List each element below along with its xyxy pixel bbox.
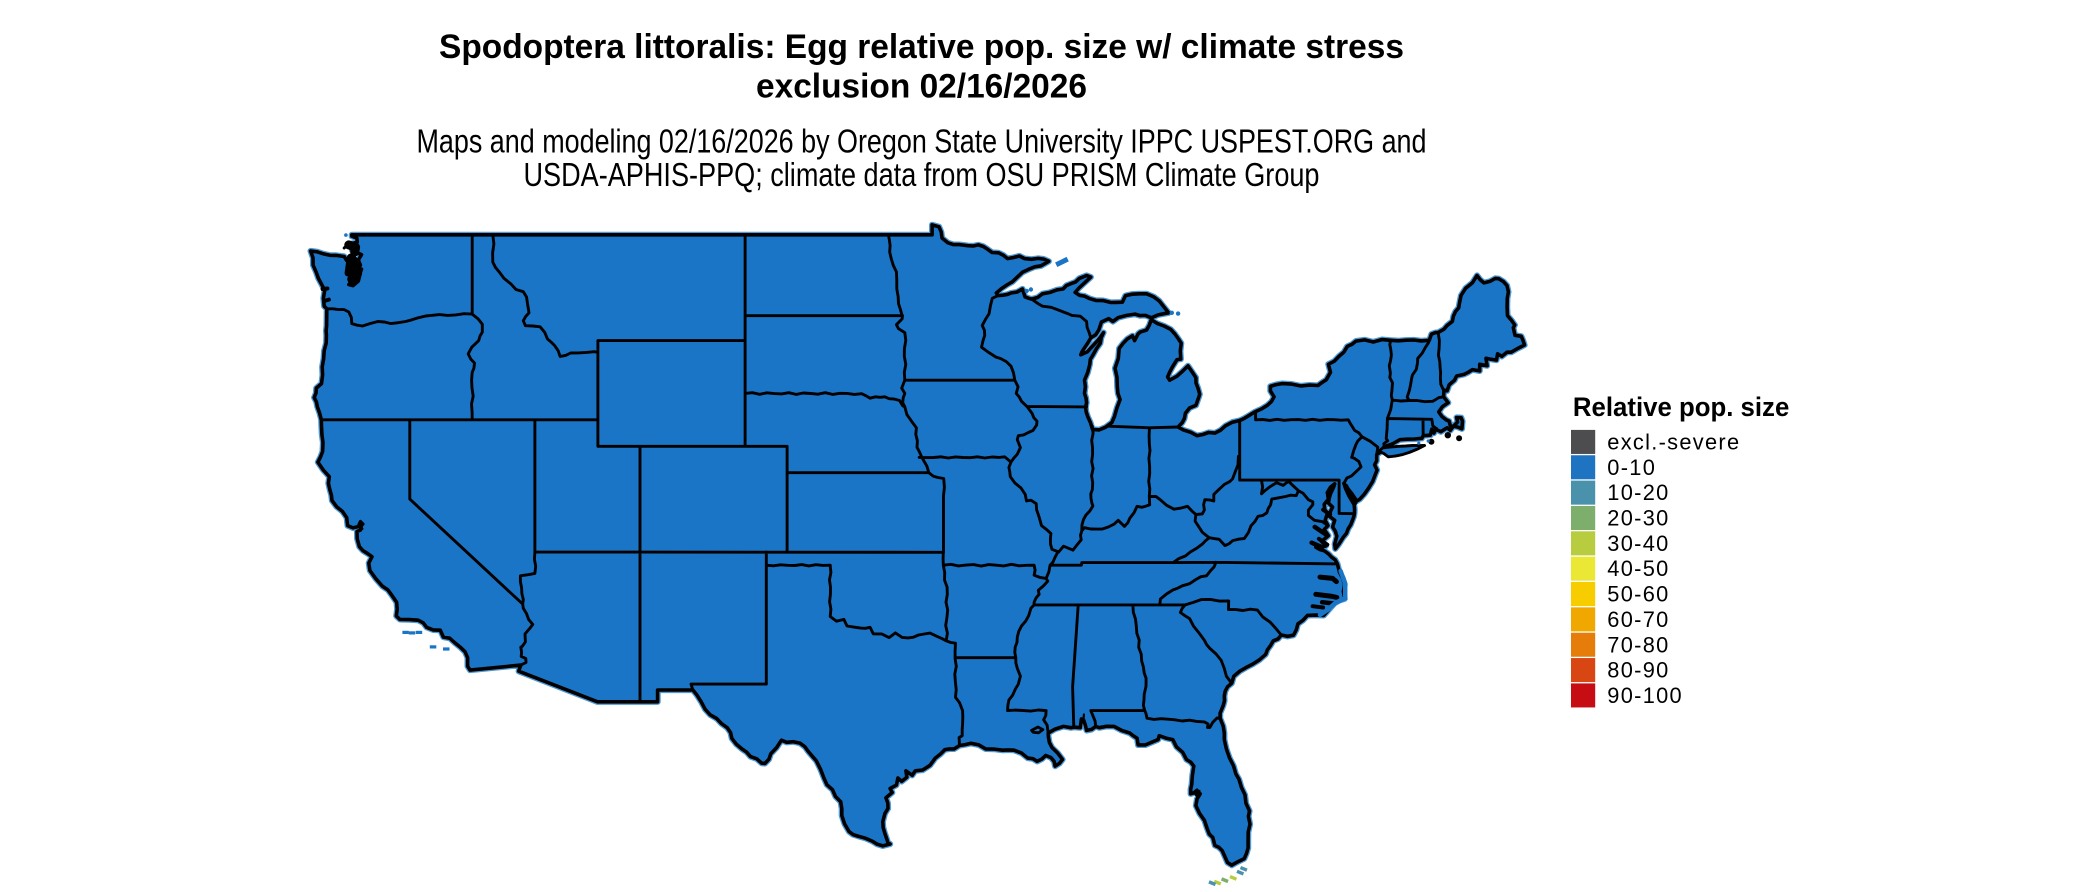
- svg-text:10-20: 10-20: [1607, 480, 1669, 505]
- svg-text:20-30: 20-30: [1607, 506, 1669, 531]
- svg-text:60-70: 60-70: [1607, 607, 1669, 632]
- svg-text:exclusion 02/16/2026: exclusion 02/16/2026: [756, 68, 1087, 106]
- svg-text:70-80: 70-80: [1607, 632, 1669, 657]
- svg-text:Spodoptera littoralis: Egg rel: Spodoptera littoralis: Egg relative pop.…: [439, 28, 1404, 66]
- svg-text:40-50: 40-50: [1607, 556, 1669, 581]
- svg-text:Maps and modeling 02/16/2026 b: Maps and modeling 02/16/2026 by Oregon S…: [417, 123, 1427, 160]
- svg-text:50-60: 50-60: [1607, 582, 1669, 607]
- svg-text:USDA-APHIS-PPQ; climate data f: USDA-APHIS-PPQ; climate data from OSU PR…: [524, 156, 1320, 193]
- svg-text:0-10: 0-10: [1607, 455, 1656, 480]
- svg-text:90-100: 90-100: [1607, 683, 1683, 708]
- svg-text:excl.-severe: excl.-severe: [1607, 429, 1740, 454]
- svg-text:Relative pop. size: Relative pop. size: [1573, 392, 1789, 422]
- svg-text:80-90: 80-90: [1607, 658, 1669, 683]
- svg-text:30-40: 30-40: [1607, 531, 1669, 556]
